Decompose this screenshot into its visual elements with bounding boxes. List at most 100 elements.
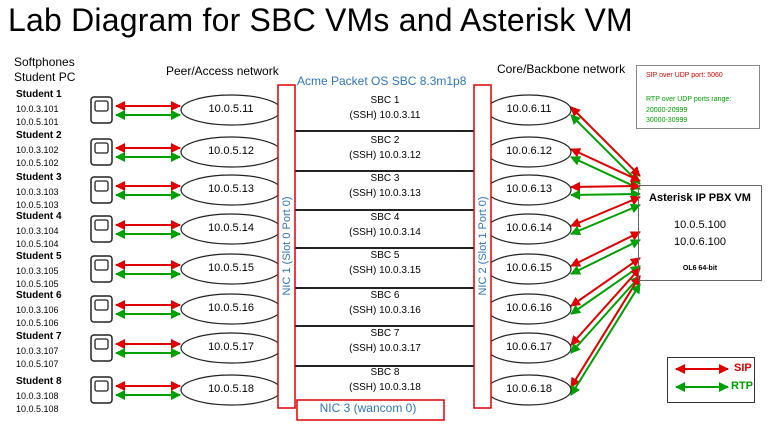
sbc-name: SBC 7 (370, 328, 400, 339)
student-name: Student 6 (16, 290, 62, 301)
rtp-port-range-2: 30000-30999 (646, 117, 688, 124)
sbc-ssh-ip: (SSH) 10.0.3.12 (349, 150, 421, 161)
rtp-port-note: RTP over UDP ports range: (646, 96, 732, 103)
core-ip: 10.0.6.11 (506, 103, 552, 115)
rtp-arrow-to-pbx (570, 203, 641, 236)
core-to-pbx-arrows (570, 106, 641, 396)
asterisk-pbx-box (638, 185, 762, 281)
student-ip-mgmt: 10.0.3.101 (16, 104, 59, 114)
pbx-os: OL6 64-bit (682, 265, 718, 272)
nic1-bar (277, 84, 296, 409)
student-pc-icon (90, 334, 113, 362)
nic3-box (296, 399, 445, 421)
peer-ip: 10.0.5.11 (208, 103, 254, 115)
student-ip-peer: 10.0.5.101 (16, 117, 59, 127)
sbc-name: SBC 2 (370, 135, 400, 146)
rtp-port-range-1: 20000-20999 (646, 107, 688, 114)
student-name: Student 1 (16, 89, 62, 100)
student-ip-mgmt: 10.0.3.105 (16, 266, 59, 276)
student-ip-peer: 10.0.5.105 (16, 279, 59, 289)
diagram-title: Lab Diagram for SBC VMs and Asterisk VM (8, 2, 633, 38)
student-name: Student 8 (16, 376, 62, 387)
pbx-title: Asterisk IP PBX VM (649, 192, 751, 204)
student-ip-mgmt: 10.0.3.108 (16, 391, 59, 401)
sbc-name: SBC 5 (370, 250, 400, 261)
student-ip-peer: 10.0.5.102 (16, 158, 59, 168)
sbc-stack (295, 85, 475, 400)
rtp-arrow-to-pbx (570, 283, 641, 396)
sbc-name: SBC 4 (370, 212, 400, 223)
sbc-separators (295, 130, 475, 367)
peer-ip: 10.0.5.17 (208, 341, 254, 353)
sbc-name: SBC 3 (370, 173, 400, 184)
legend-sip-label: SIP (734, 362, 752, 374)
rtp-arrow-to-pbx (570, 189, 641, 200)
peer-ip: 10.0.5.18 (208, 383, 254, 395)
student-ip-peer: 10.0.5.107 (16, 359, 59, 369)
peer-ip: 10.0.5.12 (208, 145, 254, 157)
peer-network-header: Peer/Access network (166, 64, 279, 78)
peer-ip: 10.0.5.15 (208, 262, 254, 274)
core-ip: 10.0.6.14 (506, 222, 552, 234)
student-name: Student 3 (16, 172, 62, 183)
port-legend-box (636, 65, 760, 129)
sbc-name: SBC 6 (370, 290, 400, 301)
student-pc-icon (90, 96, 113, 124)
core-ip: 10.0.6.13 (506, 183, 552, 195)
sbc-ssh-ip: (SSH) 10.0.3.18 (349, 382, 421, 393)
nic2-label: NIC 2 (Slot 1 Port 0) (477, 196, 489, 296)
peer-ip: 10.0.5.13 (208, 183, 254, 195)
sbc-ssh-ip: (SSH) 10.0.3.14 (349, 227, 421, 238)
student-ip-mgmt: 10.0.3.107 (16, 346, 59, 356)
arrow-legend-box (667, 357, 755, 403)
student-pc-icons (90, 96, 113, 404)
sbc-ssh-ip: (SSH) 10.0.3.13 (349, 188, 421, 199)
acme-sbc-header: Acme Packet OS SBC 8.3m1p8 (297, 74, 467, 88)
core-ip: 10.0.6.18 (506, 383, 552, 395)
student-pc-icon (90, 215, 113, 243)
pc-to-peer-arrows (115, 101, 181, 400)
student-ip-peer: 10.0.5.103 (16, 200, 59, 210)
student-ip-mgmt: 10.0.3.104 (16, 226, 59, 236)
core-ip: 10.0.6.17 (506, 341, 552, 353)
softphones-header: Softphones (14, 55, 75, 69)
peer-ip: 10.0.5.14 (208, 222, 254, 234)
student-pc-icon (90, 376, 113, 404)
pbx-ip-core: 10.0.6.100 (674, 236, 726, 248)
sip-arrow-to-pbx (570, 181, 641, 192)
nic3-label: NIC 3 (wancom 0) (319, 401, 417, 415)
student-ip-peer: 10.0.5.106 (16, 318, 59, 328)
sip-arrow-to-pbx (570, 195, 641, 228)
legend-rtp-label: RTP (731, 380, 753, 392)
peer-ip: 10.0.5.16 (208, 302, 254, 314)
student-name: Student 7 (16, 331, 62, 342)
core-ip: 10.0.6.12 (506, 145, 552, 157)
sip-port-note: SIP over UDP port: 5060 (646, 72, 723, 79)
student-ip-peer: 10.0.5.104 (16, 239, 59, 249)
student-pc-icon (90, 138, 113, 166)
rtp-arrow-to-pbx (570, 275, 641, 354)
student-pc-icon (90, 255, 113, 283)
student-name: Student 4 (16, 211, 62, 222)
core-network-header: Core/Backbone network (497, 62, 626, 76)
sbc-ssh-ip: (SSH) 10.0.3.15 (349, 265, 421, 276)
student-pc-header: Student PC (14, 70, 76, 84)
student-name: Student 5 (16, 251, 62, 262)
sbc-ssh-ip: (SSH) 10.0.3.11 (349, 110, 421, 121)
sbc-ssh-ip: (SSH) 10.0.3.16 (349, 305, 421, 316)
sbc-name: SBC 8 (370, 367, 400, 378)
nic1-label: NIC 1 (Slot 0 Port 0) (281, 196, 293, 296)
sbc-name: SBC 1 (370, 95, 400, 106)
student-pc-icon (90, 176, 113, 204)
sip-arrow-to-pbx (570, 275, 641, 388)
student-name: Student 2 (16, 130, 62, 141)
student-ip-peer: 10.0.5.108 (16, 404, 59, 414)
nic2-bar (473, 84, 492, 409)
student-ip-mgmt: 10.0.3.106 (16, 305, 59, 315)
student-ip-mgmt: 10.0.3.103 (16, 187, 59, 197)
sip-arrow-to-pbx (570, 231, 641, 267)
network-ellipses (180, 94, 572, 406)
student-ip-mgmt: 10.0.3.102 (16, 145, 59, 155)
core-ip: 10.0.6.15 (506, 262, 552, 274)
